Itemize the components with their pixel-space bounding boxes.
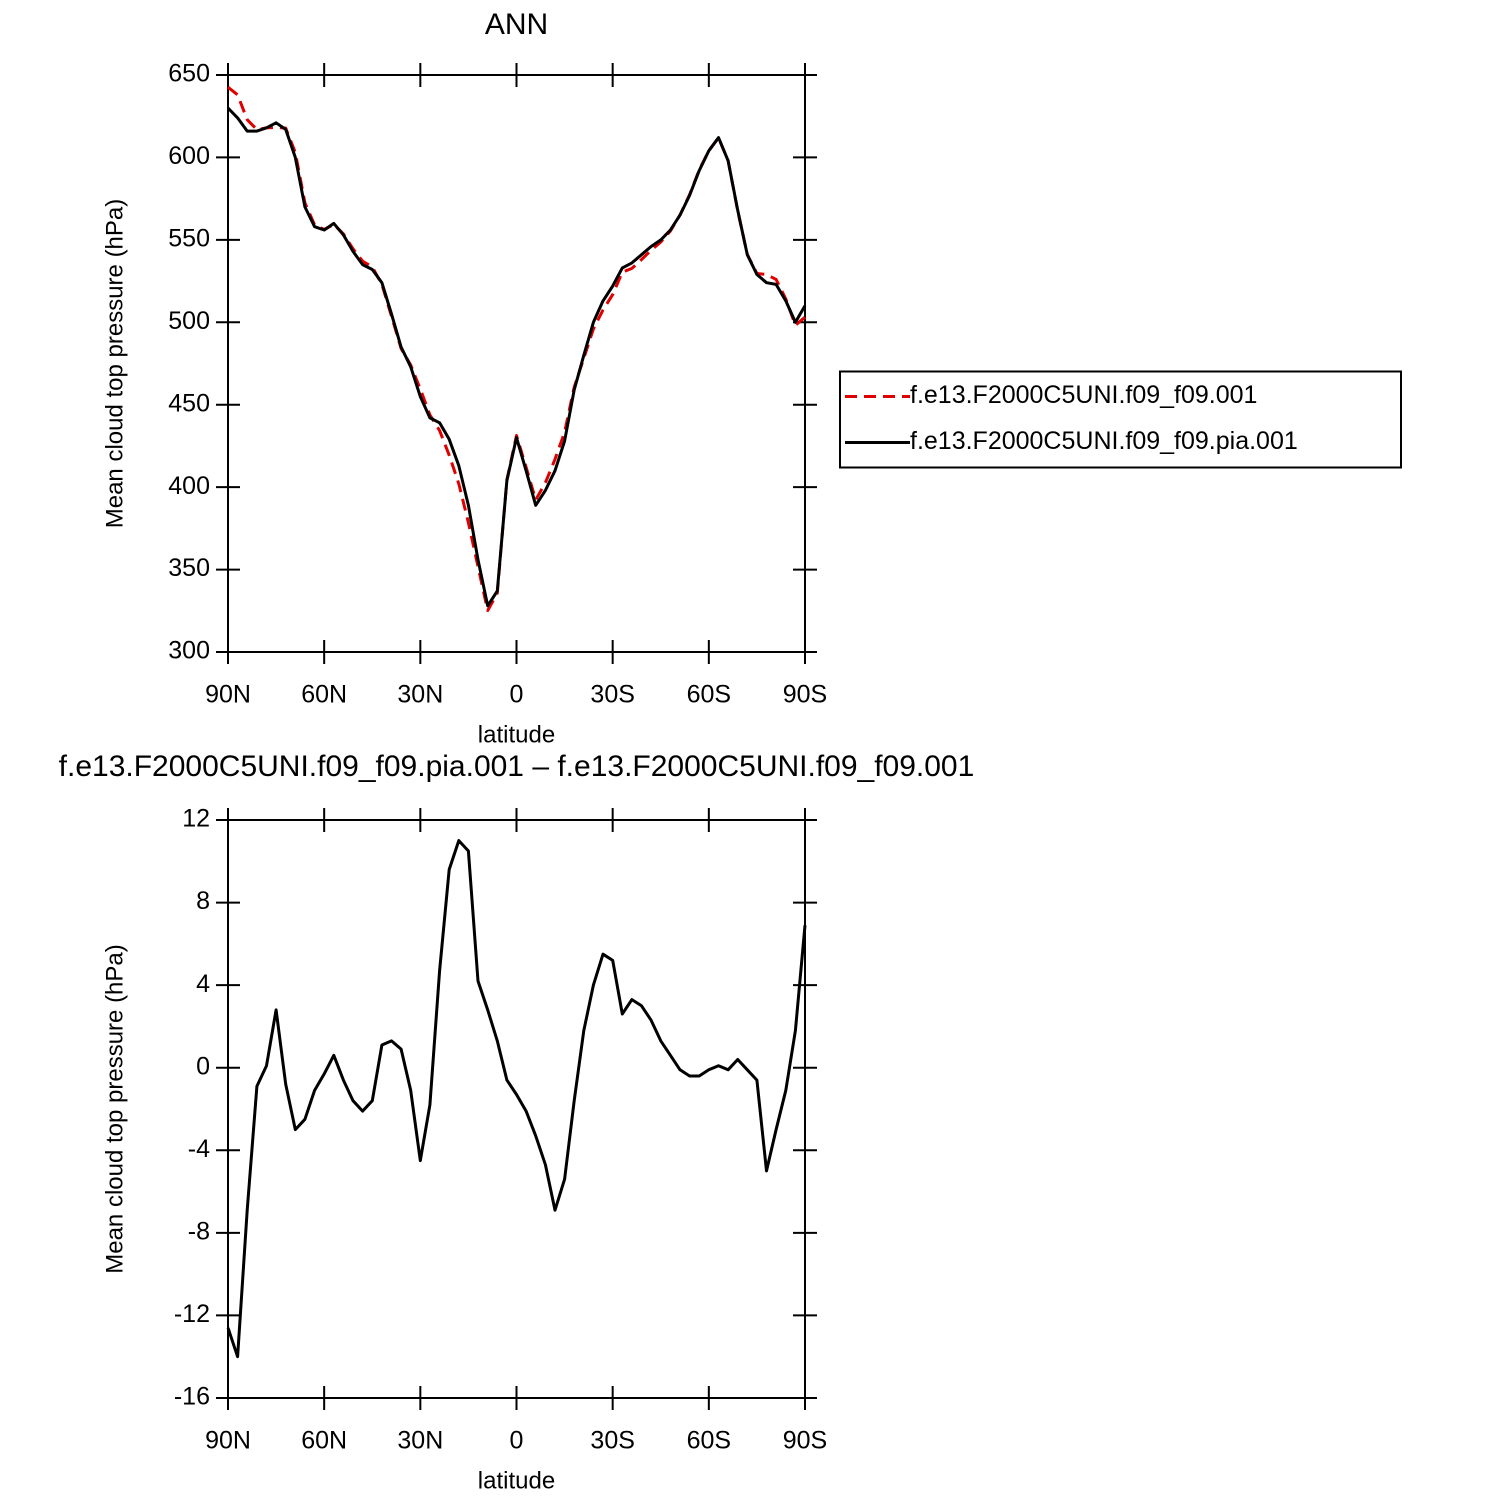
x-tick-label: 30S: [590, 681, 634, 709]
y-tick-label: 550: [168, 224, 210, 252]
plot-frame: [227, 74, 806, 653]
x-tick-label: 0: [510, 681, 524, 709]
y-tick-label: 12: [182, 805, 210, 833]
x-tick-label: 60S: [687, 1427, 731, 1455]
y-tick-label: 350: [168, 554, 210, 582]
plot-frame: [227, 819, 806, 1399]
y-tick-label: -16: [174, 1383, 210, 1411]
y-tick-label: 400: [168, 472, 210, 500]
chart-title: ANN: [485, 8, 548, 41]
y-tick-label: 650: [168, 60, 210, 88]
y-tick-label: -12: [174, 1300, 210, 1328]
x-tick-label: 90N: [205, 1427, 251, 1455]
y-tick-label: 0: [196, 1052, 210, 1080]
x-tick-label: 90N: [205, 681, 251, 709]
data-line: [226, 839, 807, 1359]
y-tick-label: -4: [188, 1135, 210, 1163]
y-tick-label: 500: [168, 307, 210, 335]
data-line: [227, 86, 806, 612]
x-tick-label: 60N: [301, 1427, 347, 1455]
y-axis-label: Mean cloud top pressure (hPa): [101, 199, 128, 529]
legend-label: f.e13.F2000C5UNI.f09_f09.pia.001: [910, 427, 1298, 455]
y-tick-label: 450: [168, 389, 210, 417]
data-line: [226, 106, 807, 608]
x-tick-label: 90S: [783, 1427, 827, 1455]
y-tick-label: -8: [188, 1217, 210, 1245]
x-axis-label: latitude: [478, 1467, 555, 1494]
y-tick-label: 300: [168, 637, 210, 665]
x-axis-label: latitude: [478, 721, 555, 748]
y-axis-label: Mean cloud top pressure (hPa): [101, 944, 128, 1274]
x-tick-label: 60S: [687, 681, 731, 709]
y-tick-label: 8: [196, 887, 210, 915]
x-tick-label: 60N: [301, 681, 347, 709]
y-tick-label: 4: [196, 970, 210, 998]
y-tick-label: 600: [168, 142, 210, 170]
x-tick-label: 90S: [783, 681, 827, 709]
chart-title: f.e13.F2000C5UNI.f09_f09.pia.001 – f.e13…: [59, 750, 975, 783]
x-tick-label: 30N: [397, 681, 443, 709]
legend-box: [839, 370, 1402, 469]
legend-label: f.e13.F2000C5UNI.f09_f09.001: [910, 381, 1257, 409]
x-tick-label: 0: [510, 1427, 524, 1455]
x-tick-label: 30S: [590, 1427, 634, 1455]
x-tick-label: 30N: [397, 1427, 443, 1455]
